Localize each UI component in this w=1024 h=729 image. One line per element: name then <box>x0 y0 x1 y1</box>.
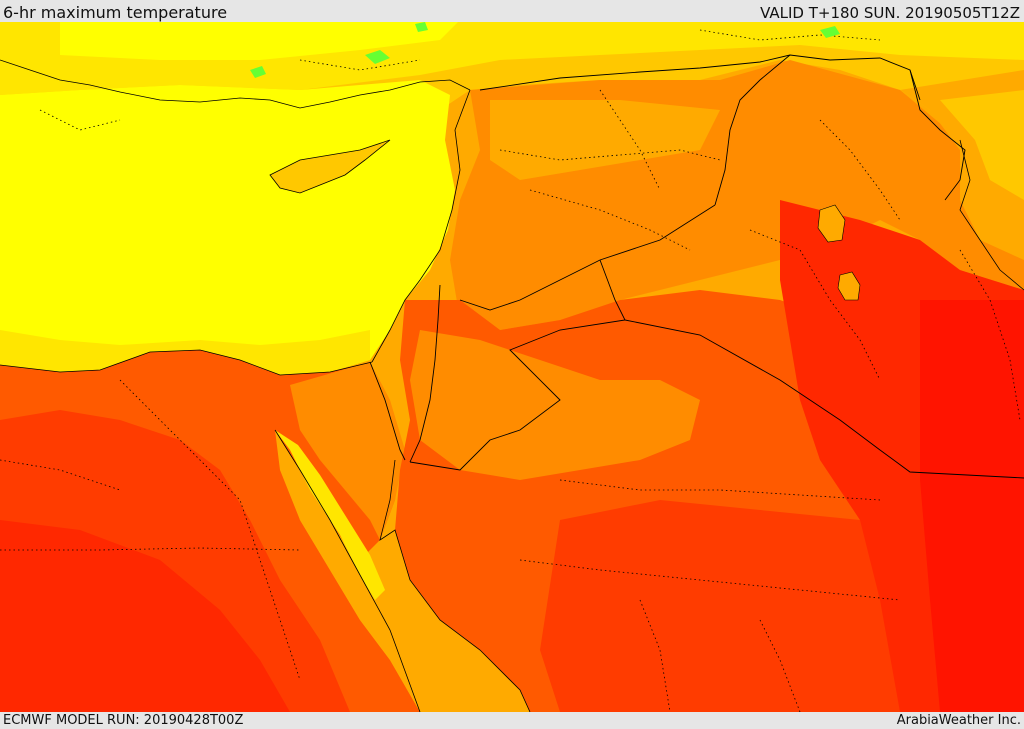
cyprus-island <box>269 139 391 194</box>
green-patch-2 <box>415 22 428 32</box>
region-levant-light <box>490 100 720 180</box>
border-iraq-saudi <box>459 204 716 311</box>
green-patch-3 <box>250 66 266 78</box>
border-syria-iraq <box>714 54 791 206</box>
region-saudi-light <box>410 330 700 480</box>
coast-aegean <box>0 59 471 109</box>
border-israel-jordan <box>409 284 441 463</box>
header-bar: 6-hr maximum temperature VALID T+180 SUN… <box>0 0 1024 22</box>
model-run-label: ECMWF MODEL RUN: 20190428T00Z <box>3 713 244 728</box>
coast-levant <box>371 89 471 363</box>
internal-boundaries <box>0 29 1021 712</box>
coast-red-sea-east <box>379 459 531 712</box>
footer-bar: ECMWF MODEL RUN: 20190428T00Z ArabiaWeat… <box>0 712 1024 729</box>
sea-gulf-suez <box>275 430 385 600</box>
sea-red-sea <box>275 430 530 712</box>
region-iran-light <box>940 90 1024 200</box>
green-patch-1 <box>365 50 390 64</box>
coast-egypt <box>0 349 373 376</box>
sea-coast-band <box>0 330 370 375</box>
temperature-map <box>0 20 1024 712</box>
valid-time: VALID T+180 SUN. 20190505T12Z <box>760 4 1020 22</box>
coast-gulf <box>959 139 1024 291</box>
region-gulf-deep <box>920 300 1024 712</box>
lake-tharthar <box>817 204 846 243</box>
credit-label: ArabiaWeather Inc. <box>896 713 1021 728</box>
green-patch-4 <box>820 26 840 38</box>
border-egypt-israel <box>369 361 406 461</box>
region-sinai <box>290 362 405 540</box>
lake-razazah <box>837 271 861 301</box>
region-north-light <box>60 20 460 60</box>
border-jordan <box>409 259 626 471</box>
map-title: 6-hr maximum temperature <box>3 3 228 22</box>
border-iran-iraq <box>909 69 966 201</box>
border-saudi-iraq <box>624 319 1024 479</box>
border-syria-turkey <box>479 54 921 101</box>
coast-red-sea-west <box>274 429 421 712</box>
region-egypt-deeper <box>0 520 290 712</box>
